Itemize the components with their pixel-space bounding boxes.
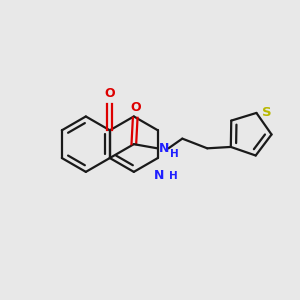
Text: H: H	[169, 170, 177, 181]
Text: O: O	[104, 88, 115, 100]
Text: S: S	[262, 106, 271, 119]
Text: N: N	[159, 142, 169, 155]
Text: N: N	[154, 169, 164, 182]
Text: O: O	[130, 101, 140, 114]
Text: H: H	[170, 148, 179, 159]
